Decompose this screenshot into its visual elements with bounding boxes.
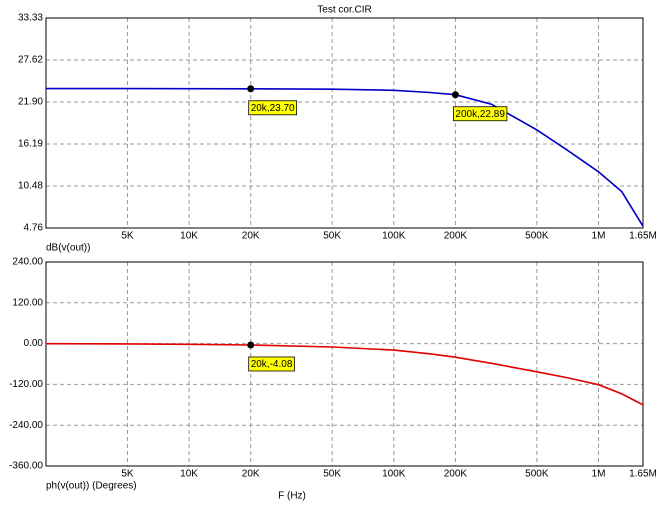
x-tick-label: 500K — [525, 469, 549, 480]
series-line — [45, 342, 644, 406]
y-tick-label: -360.00 — [9, 461, 43, 472]
annotation-box — [248, 100, 298, 116]
y-tick-label: 21.90 — [18, 97, 43, 108]
y-tick-label: 0.00 — [24, 338, 44, 349]
chart-title: Test cor.CIR — [317, 5, 371, 16]
annotation-box — [453, 106, 508, 122]
x-tick-label: 50K — [323, 231, 341, 242]
x-tick-label: 20K — [242, 231, 260, 242]
annotation-label: 200k,22.89 — [455, 109, 505, 120]
series-label: dB(v(out)) — [46, 243, 90, 254]
x-tick-label: 1M — [592, 231, 606, 242]
annotation-box — [248, 356, 295, 372]
x-tick-label: 5K — [121, 231, 134, 242]
y-tick-label: 27.62 — [18, 55, 43, 66]
y-tick-label: 240.00 — [12, 257, 43, 268]
y-tick-label: 120.00 — [12, 297, 43, 308]
x-tick-label: 1M — [592, 469, 606, 480]
series-label: ph(v(out)) (Degrees) — [46, 481, 137, 492]
y-tick-label: 16.19 — [18, 139, 43, 150]
x-tick-label: 200K — [444, 231, 468, 242]
x-tick-label: 50K — [323, 469, 341, 480]
annotation-label: 20k,-4.08 — [251, 359, 293, 370]
plot-area — [46, 262, 643, 466]
marker — [451, 91, 459, 99]
x-tick-label: 200K — [444, 469, 468, 480]
x-axis-label: F (Hz) — [278, 491, 306, 502]
x-tick-label: 5K — [121, 469, 134, 480]
x-tick-label: 100K — [382, 469, 406, 480]
marker — [247, 85, 255, 93]
x-tick-label: 1.65M — [629, 469, 657, 480]
y-tick-label: -240.00 — [9, 420, 43, 431]
x-tick-label: 500K — [525, 231, 549, 242]
y-tick-label: -120.00 — [9, 379, 43, 390]
plot-area — [46, 18, 643, 228]
x-tick-label: 10K — [180, 469, 198, 480]
x-tick-label: 10K — [180, 231, 198, 242]
plot-frame — [45, 17, 644, 229]
y-tick-label: 10.48 — [18, 181, 43, 192]
x-tick-label: 100K — [382, 231, 406, 242]
x-tick-label: 20K — [242, 469, 260, 480]
series-line — [46, 87, 644, 227]
annotation-label: 20k,23.70 — [251, 103, 295, 114]
x-tick-label: 1.65M — [629, 231, 657, 242]
plot-frame — [45, 261, 644, 467]
y-tick-label: 33.33 — [18, 13, 43, 24]
marker — [247, 341, 255, 349]
y-tick-label: 4.76 — [24, 223, 44, 234]
